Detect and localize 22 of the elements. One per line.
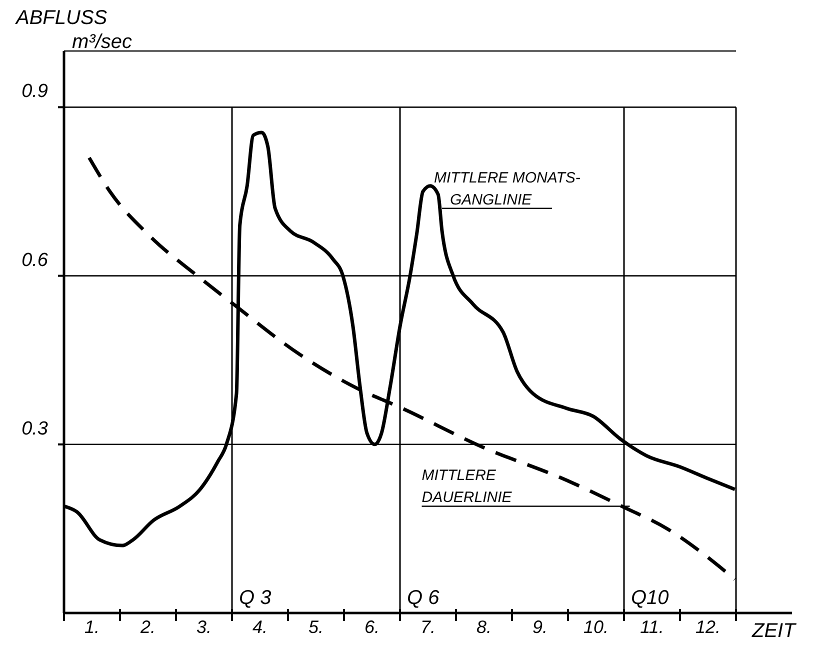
x-tick-label: 12.: [695, 617, 721, 637]
ref-line-label: Q 3: [239, 587, 272, 609]
annotation: MITTLERE DAUERLINIE: [422, 467, 513, 506]
x-tick-label: 11.: [640, 617, 664, 637]
x-tick-label: 7.: [420, 617, 436, 637]
x-axis-title: ZEIT: [751, 620, 798, 642]
y-tick-label: 0.9: [22, 81, 48, 102]
x-tick-label: 4.: [252, 617, 268, 637]
ref-line-label: Q 6: [407, 587, 440, 609]
x-tick-label: 3.: [196, 617, 212, 637]
y-tick-label: 0.6: [22, 250, 48, 271]
x-tick-label: 9.: [532, 617, 548, 637]
ref-line-label: Q10: [631, 587, 669, 609]
x-tick-label: 1.: [84, 617, 100, 637]
y-tick-label: 0.3: [22, 418, 48, 440]
x-tick-label: 6.: [364, 617, 380, 637]
x-tick-label: 10.: [583, 617, 609, 637]
y-axis-title: ABFLUSS m³/sec: [15, 7, 132, 53]
x-tick-label: 8.: [476, 617, 492, 637]
x-tick-label: 2.: [139, 617, 156, 637]
x-tick-label: 5.: [308, 617, 324, 637]
annotation: MITTLERE MONATS- GANGLINIE: [434, 169, 580, 208]
